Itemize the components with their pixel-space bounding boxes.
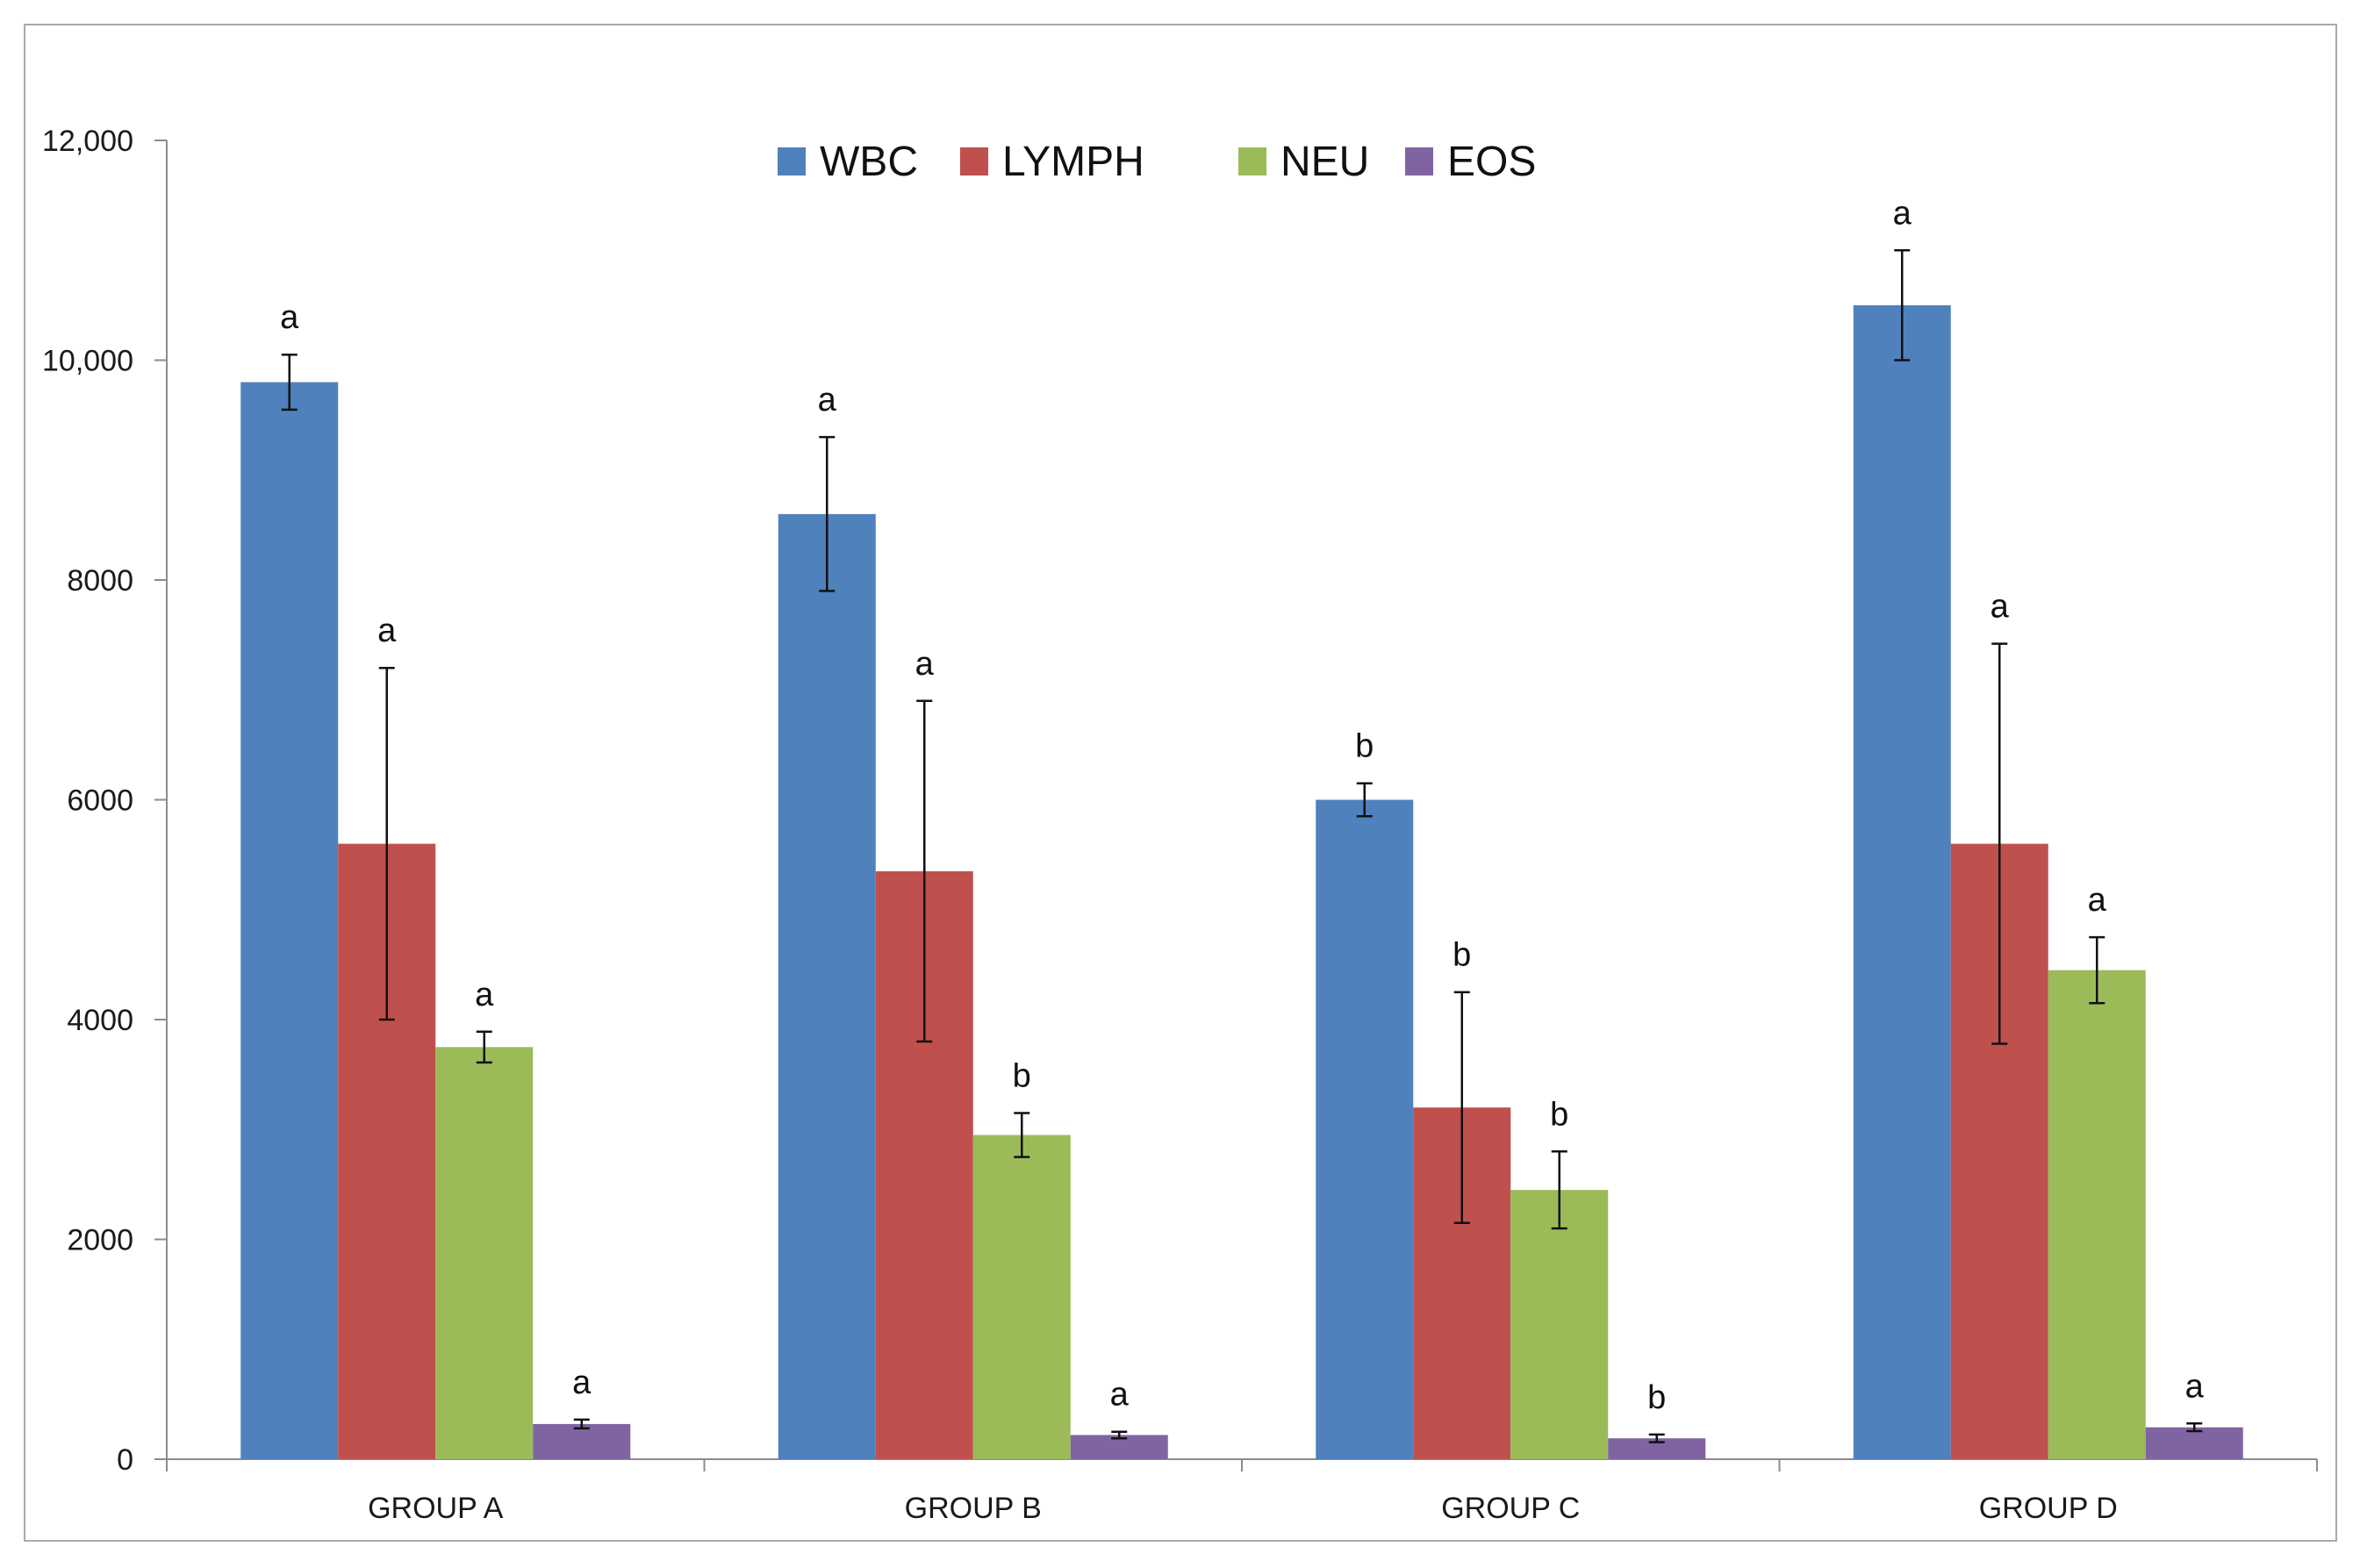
bar-wbc-group-a [240, 382, 339, 1459]
significance-label: a [2088, 882, 2107, 919]
legend-swatch [1405, 147, 1433, 175]
bar-wbc-group-d [1853, 304, 1951, 1459]
bar-eos-group-c [1608, 1438, 1706, 1459]
bar-eos-group-a [533, 1423, 631, 1459]
significance-label: a [280, 299, 299, 336]
error-bar [1648, 1433, 1665, 1443]
significance-label: b [1647, 1379, 1666, 1416]
error-bar [2186, 1422, 2203, 1433]
bars [240, 304, 2243, 1459]
y-tick-label: 12,000 [42, 125, 133, 158]
error-bar [1453, 991, 1470, 1224]
bar-neu-group-c [1510, 1190, 1609, 1459]
error-bar [1894, 249, 1911, 362]
legend: WBC LYMPH NEU EOS [778, 139, 1536, 185]
legend-label: WBC [820, 139, 918, 185]
bar-wbc-group-c [1316, 799, 1414, 1459]
bar-neu-group-a [435, 1047, 534, 1459]
legend-item-lymph: LYMPH [960, 139, 1144, 185]
error-bar [1356, 782, 1373, 818]
bar-eos-group-d [2145, 1427, 2243, 1459]
significance-labels: a a b a a a b a a b b a a a b a [280, 195, 2205, 1416]
error-bar [1111, 1430, 1128, 1440]
significance-label: a [377, 612, 397, 649]
error-bar [1551, 1150, 1567, 1230]
y-tick-label: 8000 [67, 564, 133, 598]
x-category-label: GROUP C [1441, 1492, 1580, 1525]
legend-label: LYMPH [1002, 139, 1144, 185]
significance-label: a [2185, 1368, 2205, 1405]
x-category-label: GROUP B [905, 1492, 1042, 1525]
y-tick-label: 0 [117, 1443, 133, 1477]
error-bar [476, 1030, 492, 1064]
significance-label: a [572, 1364, 592, 1401]
legend-swatch [778, 147, 806, 175]
significance-label: b [1013, 1057, 1031, 1094]
significance-label: a [915, 646, 935, 683]
significance-label: b [1453, 937, 1471, 974]
legend-label: NEU [1280, 139, 1369, 185]
significance-label: a [818, 382, 837, 419]
y-tick-label: 2000 [67, 1224, 133, 1257]
x-category-label: GROUP D [1979, 1492, 2118, 1525]
error-bar [573, 1418, 590, 1430]
error-bar [378, 666, 395, 1021]
legend-swatch [960, 147, 988, 175]
legend-item-wbc: WBC [778, 139, 918, 185]
significance-label: a [475, 977, 494, 1013]
significance-label: b [1550, 1096, 1568, 1133]
significance-label: a [1991, 589, 2010, 626]
error-bar [819, 435, 836, 592]
bar-neu-group-b [972, 1135, 1071, 1459]
bar-neu-group-d [2048, 970, 2146, 1459]
x-category-label: GROUP A [368, 1492, 504, 1525]
error-bar [916, 699, 933, 1043]
error-bar [2089, 935, 2105, 1005]
significance-label: a [1110, 1377, 1130, 1414]
legend-item-neu: NEU [1238, 139, 1369, 185]
error-bar [1991, 642, 2008, 1045]
legend-swatch [1238, 147, 1266, 175]
legend-item-eos: EOS [1405, 139, 1536, 185]
error-bars [281, 249, 2203, 1443]
y-tick-label: 10,000 [42, 345, 133, 378]
error-bar [1014, 1112, 1030, 1158]
legend-label: EOS [1447, 139, 1536, 185]
y-tick-label: 6000 [67, 784, 133, 818]
y-tick-label: 4000 [67, 1004, 133, 1037]
error-bar [281, 353, 298, 412]
significance-label: b [1355, 728, 1374, 765]
significance-label: a [1893, 195, 1912, 232]
bar-wbc-group-b [778, 513, 876, 1459]
